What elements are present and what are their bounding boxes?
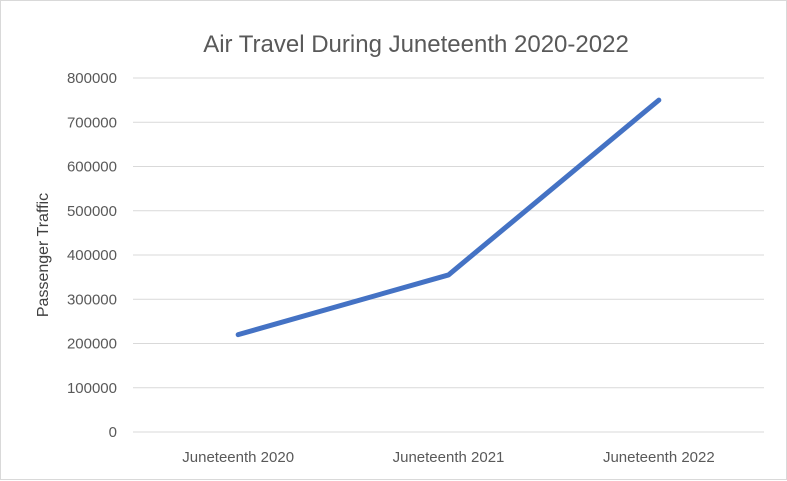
series-layer bbox=[235, 97, 662, 338]
x-tick-label: Juneteenth 2020 bbox=[182, 449, 294, 466]
y-tick-label: 200000 bbox=[67, 336, 117, 353]
y-axis-label: Passenger Traffic bbox=[35, 193, 52, 317]
y-tick-label: 600000 bbox=[67, 159, 117, 176]
x-tick-label: Juneteenth 2022 bbox=[603, 449, 715, 466]
y-tick-label: 700000 bbox=[67, 114, 117, 131]
y-tick-label: 500000 bbox=[67, 203, 117, 220]
y-tick-label: 100000 bbox=[67, 380, 117, 397]
chart-title: Air Travel During Juneteenth 2020-2022 bbox=[203, 31, 629, 58]
y-tick-label: 400000 bbox=[67, 247, 117, 264]
y-axis-ticks: 0 100000 200000 300000 400000 500000 600000 700… bbox=[67, 70, 117, 441]
gridlines bbox=[133, 77, 764, 433]
x-axis-ticks: Juneteenth 2020 Juneteenth 2021 Juneteenth… bbox=[182, 449, 714, 466]
y-tick-label: 0 bbox=[109, 424, 117, 441]
y-tick-label: 300000 bbox=[67, 291, 117, 308]
y-tick-label: 800000 bbox=[67, 70, 117, 87]
x-tick-label: Juneteenth 2021 bbox=[393, 449, 505, 466]
series-line bbox=[235, 97, 662, 338]
